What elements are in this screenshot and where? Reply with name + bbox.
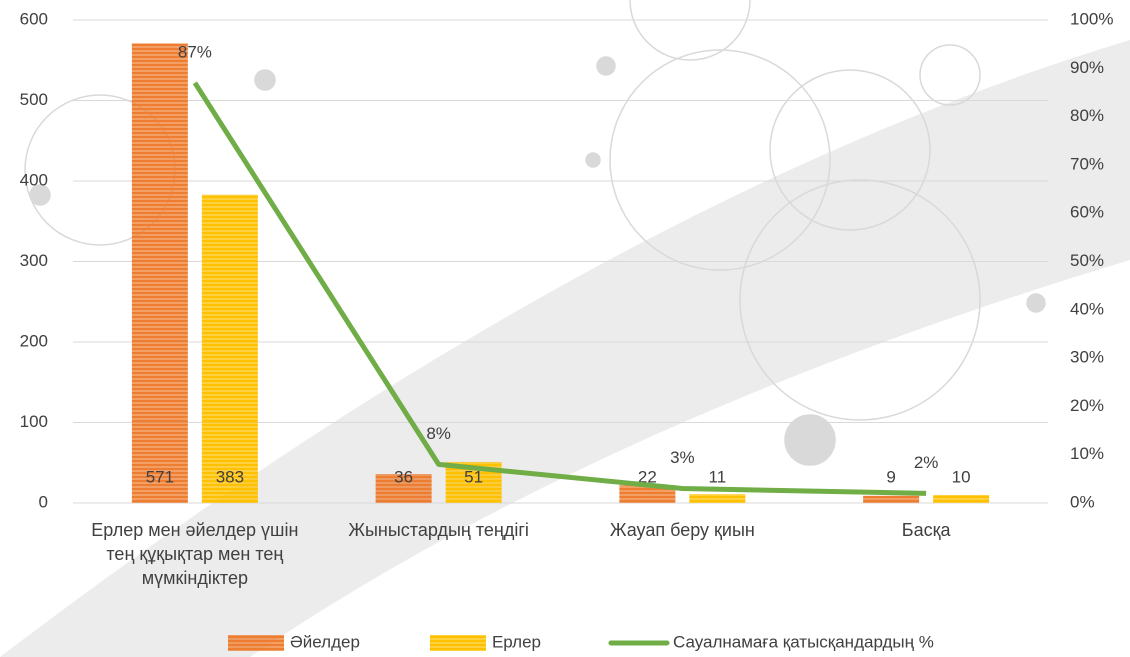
- y2-tick-label: 60%: [1070, 203, 1104, 222]
- line-data-label: 2%: [914, 453, 939, 472]
- bar: [201, 194, 258, 503]
- legend-swatch: [228, 635, 284, 651]
- data-label: 51: [464, 467, 483, 486]
- data-label: 22: [638, 467, 657, 486]
- y2-tick-label: 30%: [1070, 348, 1104, 367]
- y2-tick-label: 50%: [1070, 251, 1104, 270]
- bar: [689, 494, 746, 503]
- y2-tick-label: 40%: [1070, 299, 1104, 318]
- y-tick-label: 0: [39, 492, 48, 511]
- bar: [131, 43, 188, 503]
- x-tick-label: Жауап беру қиын: [609, 520, 755, 540]
- data-label: 9: [886, 467, 895, 486]
- data-label: 571: [146, 467, 174, 486]
- y-tick-label: 200: [20, 331, 48, 350]
- bar: [863, 495, 920, 503]
- y-tick-label: 300: [20, 251, 48, 270]
- y2-tick-label: 80%: [1070, 106, 1104, 125]
- y-tick-label: 500: [20, 90, 48, 109]
- line-data-label: 8%: [426, 424, 451, 443]
- data-label: 11: [709, 467, 727, 486]
- y-tick-label: 100: [20, 412, 48, 431]
- legend-label: Сауалнамаға қатысқандардың %: [673, 632, 934, 651]
- bar: [619, 485, 676, 503]
- line-data-label: 3%: [670, 448, 695, 467]
- data-label: 383: [216, 467, 244, 486]
- data-label: 10: [952, 467, 971, 486]
- bar: [933, 494, 990, 503]
- legend-swatch: [429, 635, 486, 651]
- legend-label: Әйелдер: [290, 632, 360, 651]
- data-label: 36: [394, 467, 413, 486]
- y2-tick-label: 90%: [1070, 58, 1104, 77]
- line-data-label: 87%: [178, 42, 212, 61]
- y-tick-label: 600: [20, 9, 48, 28]
- x-tick-label: Басқа: [901, 520, 951, 540]
- y-tick-label: 400: [20, 170, 48, 189]
- line: [192, 81, 927, 496]
- y2-tick-label: 0%: [1070, 492, 1095, 511]
- y2-tick-label: 10%: [1070, 444, 1104, 463]
- legend-label: Ерлер: [492, 632, 541, 651]
- bar: [375, 474, 432, 503]
- y2-tick-label: 70%: [1070, 154, 1104, 173]
- y2-tick-label: 100%: [1070, 9, 1113, 28]
- x-tick-label: Ерлер мен әйелдер үшін тең құқықтар мен …: [91, 520, 299, 588]
- x-tick-label: Жыныстардың теңдігі: [348, 520, 529, 540]
- y2-tick-label: 20%: [1070, 396, 1104, 415]
